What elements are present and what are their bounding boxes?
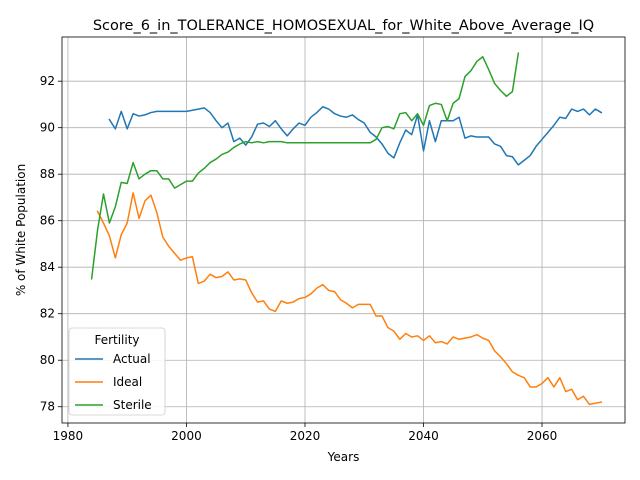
y-tick-label: 88 [40,167,55,181]
legend-label-sterile: Sterile [113,398,152,412]
grid [62,37,625,423]
y-tick-label: 86 [40,214,55,228]
y-tick-label: 82 [40,307,55,321]
axis-ticks: 1980 2000 2020 2040 2060 78 80 82 84 86 88 90 92 [40,74,558,443]
x-axis-title: Years [327,450,360,464]
legend-label-ideal: Ideal [113,375,142,389]
series-line-ideal [96,192,603,406]
legend: Fertility Actual Ideal Sterile [68,327,166,416]
legend-entries: Actual Ideal Sterile [75,352,152,412]
y-tick-label: 78 [40,400,55,414]
x-tick-label: 2040 [408,429,439,443]
x-tick-label: 2000 [171,429,202,443]
y-axis-title: % of White Population [14,164,28,296]
series-lines [90,52,603,406]
legend-box [68,327,166,416]
chart-title: Score_6_in_TOLERANCE_HOMOSEXUAL_for_Whit… [93,18,594,34]
y-tick-label: 80 [40,353,55,367]
x-tick-label: 2020 [290,429,321,443]
y-tick-label: 90 [40,121,55,135]
x-tick-label: 2060 [527,429,558,443]
x-tick-label: 1980 [53,429,84,443]
series-line-sterile [90,52,520,280]
series-line-actual [108,106,603,166]
plot-frame [61,36,626,424]
legend-title: Fertility [94,333,139,347]
y-tick-label: 92 [40,74,55,88]
legend-label-actual: Actual [113,352,151,366]
y-tick-label: 84 [40,260,55,274]
